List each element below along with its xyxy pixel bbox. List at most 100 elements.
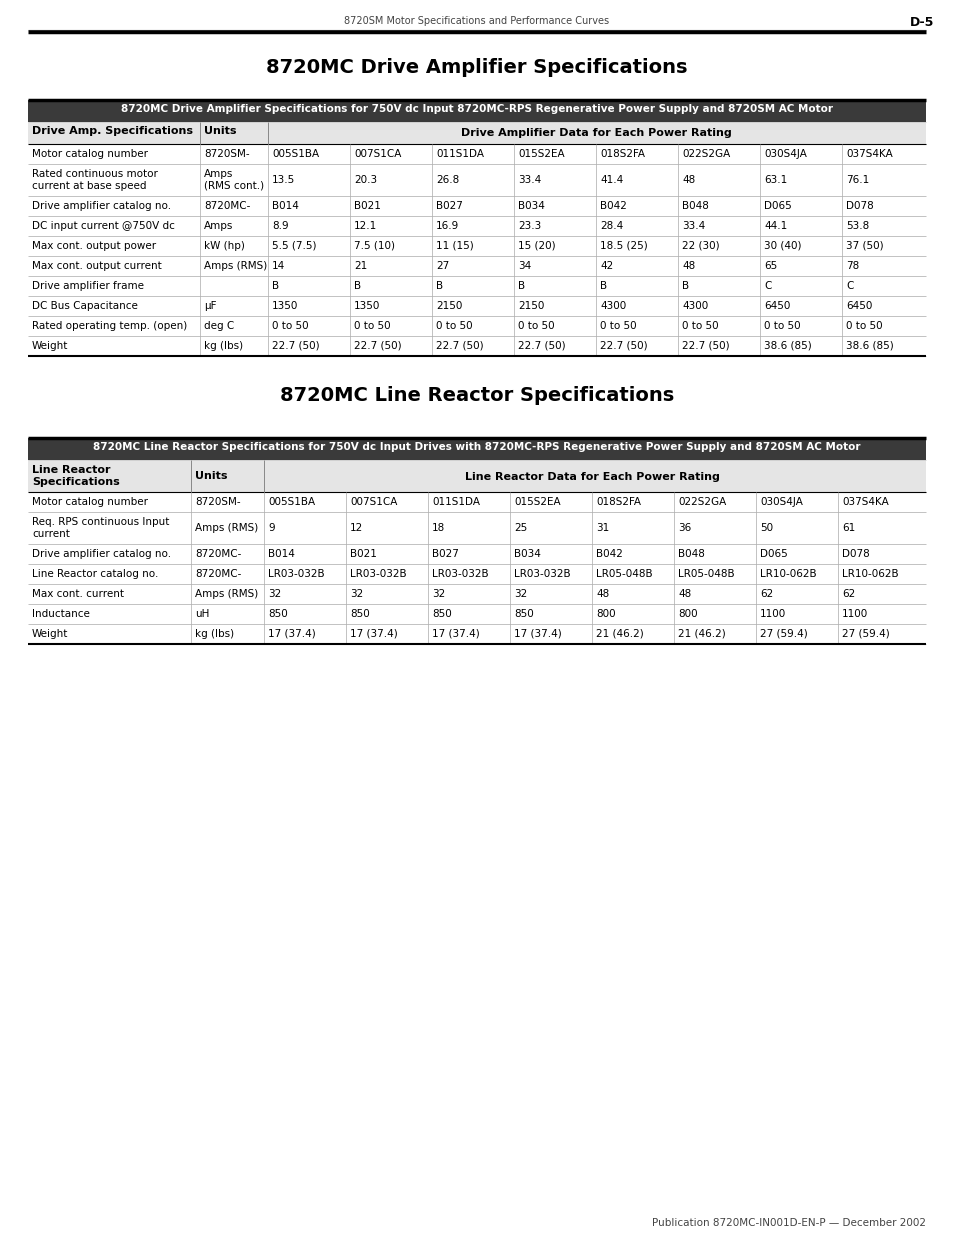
Text: 12: 12 <box>350 522 363 534</box>
Text: 022S2GA: 022S2GA <box>681 149 729 159</box>
Text: Drive amplifier catalog no.: Drive amplifier catalog no. <box>32 550 171 559</box>
Text: 037S4KA: 037S4KA <box>845 149 892 159</box>
Text: 78: 78 <box>845 261 859 270</box>
Text: 4300: 4300 <box>681 301 707 311</box>
Text: 0 to 50: 0 to 50 <box>272 321 309 331</box>
Text: 16.9: 16.9 <box>436 221 458 231</box>
Text: B014: B014 <box>268 550 294 559</box>
Text: 42: 42 <box>599 261 613 270</box>
Text: 0 to 50: 0 to 50 <box>681 321 718 331</box>
Text: 15 (20): 15 (20) <box>517 241 555 251</box>
Text: 17 (37.4): 17 (37.4) <box>432 629 479 638</box>
Text: B021: B021 <box>350 550 376 559</box>
Text: 2150: 2150 <box>517 301 544 311</box>
Text: 850: 850 <box>350 609 370 619</box>
Text: 22.7 (50): 22.7 (50) <box>436 341 483 351</box>
Text: 26.8: 26.8 <box>436 175 458 185</box>
Text: C: C <box>845 282 853 291</box>
Text: 018S2FA: 018S2FA <box>596 496 640 508</box>
Text: 21: 21 <box>354 261 367 270</box>
Text: 76.1: 76.1 <box>845 175 868 185</box>
Text: μF: μF <box>204 301 216 311</box>
Text: B021: B021 <box>354 201 380 211</box>
Bar <box>28 122 925 144</box>
Text: 22.7 (50): 22.7 (50) <box>354 341 401 351</box>
Text: LR03-032B: LR03-032B <box>514 569 570 579</box>
Text: Amps (RMS): Amps (RMS) <box>204 261 267 270</box>
Text: 22.7 (50): 22.7 (50) <box>517 341 565 351</box>
Text: Motor catalog number: Motor catalog number <box>32 149 148 159</box>
Text: 1100: 1100 <box>760 609 785 619</box>
Text: 44.1: 44.1 <box>763 221 786 231</box>
Text: 23.3: 23.3 <box>517 221 540 231</box>
Text: Amps (RMS): Amps (RMS) <box>194 522 258 534</box>
Text: 5.5 (7.5): 5.5 (7.5) <box>272 241 316 251</box>
Text: LR10-062B: LR10-062B <box>841 569 898 579</box>
Text: 62: 62 <box>841 589 854 599</box>
Text: 0 to 50: 0 to 50 <box>517 321 554 331</box>
Text: Line Reactor Data for Each Power Rating: Line Reactor Data for Each Power Rating <box>464 472 719 482</box>
Text: B: B <box>517 282 524 291</box>
Text: uH: uH <box>194 609 209 619</box>
Text: 48: 48 <box>678 589 691 599</box>
Text: 030S4JA: 030S4JA <box>763 149 806 159</box>
Text: 8720MC-: 8720MC- <box>194 569 241 579</box>
Text: Max cont. output current: Max cont. output current <box>32 261 162 270</box>
Text: 36: 36 <box>678 522 691 534</box>
Text: 011S1DA: 011S1DA <box>436 149 483 159</box>
Text: C: C <box>763 282 771 291</box>
Text: 1350: 1350 <box>272 301 298 311</box>
Text: 0 to 50: 0 to 50 <box>845 321 882 331</box>
Text: 63.1: 63.1 <box>763 175 786 185</box>
Text: 8720MC Drive Amplifier Specifications: 8720MC Drive Amplifier Specifications <box>266 58 687 77</box>
Text: DC input current @750V dc: DC input current @750V dc <box>32 221 174 231</box>
Text: 9: 9 <box>268 522 274 534</box>
Text: B: B <box>354 282 361 291</box>
Text: Max cont. output power: Max cont. output power <box>32 241 156 251</box>
Text: Motor catalog number: Motor catalog number <box>32 496 148 508</box>
Text: Drive Amp. Specifications: Drive Amp. Specifications <box>32 126 193 136</box>
Text: Inductance: Inductance <box>32 609 90 619</box>
Text: 38.6 (85): 38.6 (85) <box>845 341 893 351</box>
Text: 18.5 (25): 18.5 (25) <box>599 241 647 251</box>
Text: Amps
(RMS cont.): Amps (RMS cont.) <box>204 169 264 190</box>
Text: kW (hp): kW (hp) <box>204 241 245 251</box>
Text: 12.1: 12.1 <box>354 221 376 231</box>
Text: 005S1BA: 005S1BA <box>268 496 314 508</box>
Text: DC Bus Capacitance: DC Bus Capacitance <box>32 301 138 311</box>
Text: 18: 18 <box>432 522 445 534</box>
Text: 20.3: 20.3 <box>354 175 376 185</box>
Text: 41.4: 41.4 <box>599 175 622 185</box>
Text: 018S2FA: 018S2FA <box>599 149 644 159</box>
Text: B034: B034 <box>517 201 544 211</box>
Text: 28.4: 28.4 <box>599 221 622 231</box>
Text: Units: Units <box>204 126 236 136</box>
Text: Amps: Amps <box>204 221 233 231</box>
Text: D-5: D-5 <box>909 16 933 28</box>
Text: 037S4KA: 037S4KA <box>841 496 888 508</box>
Text: LR10-062B: LR10-062B <box>760 569 816 579</box>
Text: 30 (40): 30 (40) <box>763 241 801 251</box>
Text: Rated continuous motor
current at base speed: Rated continuous motor current at base s… <box>32 169 157 190</box>
Bar <box>28 438 925 459</box>
Text: LR05-048B: LR05-048B <box>596 569 652 579</box>
Text: B042: B042 <box>599 201 626 211</box>
Text: 007S1CA: 007S1CA <box>350 496 397 508</box>
Text: Weight: Weight <box>32 341 69 351</box>
Text: 8720MC Line Reactor Specifications for 750V dc Input Drives with 8720MC-RPS Rege: 8720MC Line Reactor Specifications for 7… <box>93 442 860 452</box>
Text: B014: B014 <box>272 201 298 211</box>
Text: 8720SM-: 8720SM- <box>204 149 250 159</box>
Text: 32: 32 <box>514 589 527 599</box>
Text: 011S1DA: 011S1DA <box>432 496 479 508</box>
Text: 007S1CA: 007S1CA <box>354 149 401 159</box>
Text: 48: 48 <box>681 175 695 185</box>
Text: B: B <box>599 282 606 291</box>
Text: 38.6 (85): 38.6 (85) <box>763 341 811 351</box>
Text: 13.5: 13.5 <box>272 175 294 185</box>
Text: 48: 48 <box>681 261 695 270</box>
Text: 11 (15): 11 (15) <box>436 241 474 251</box>
Text: 1350: 1350 <box>354 301 380 311</box>
Text: 17 (37.4): 17 (37.4) <box>268 629 315 638</box>
Text: kg (lbs): kg (lbs) <box>194 629 233 638</box>
Text: 21 (46.2): 21 (46.2) <box>596 629 643 638</box>
